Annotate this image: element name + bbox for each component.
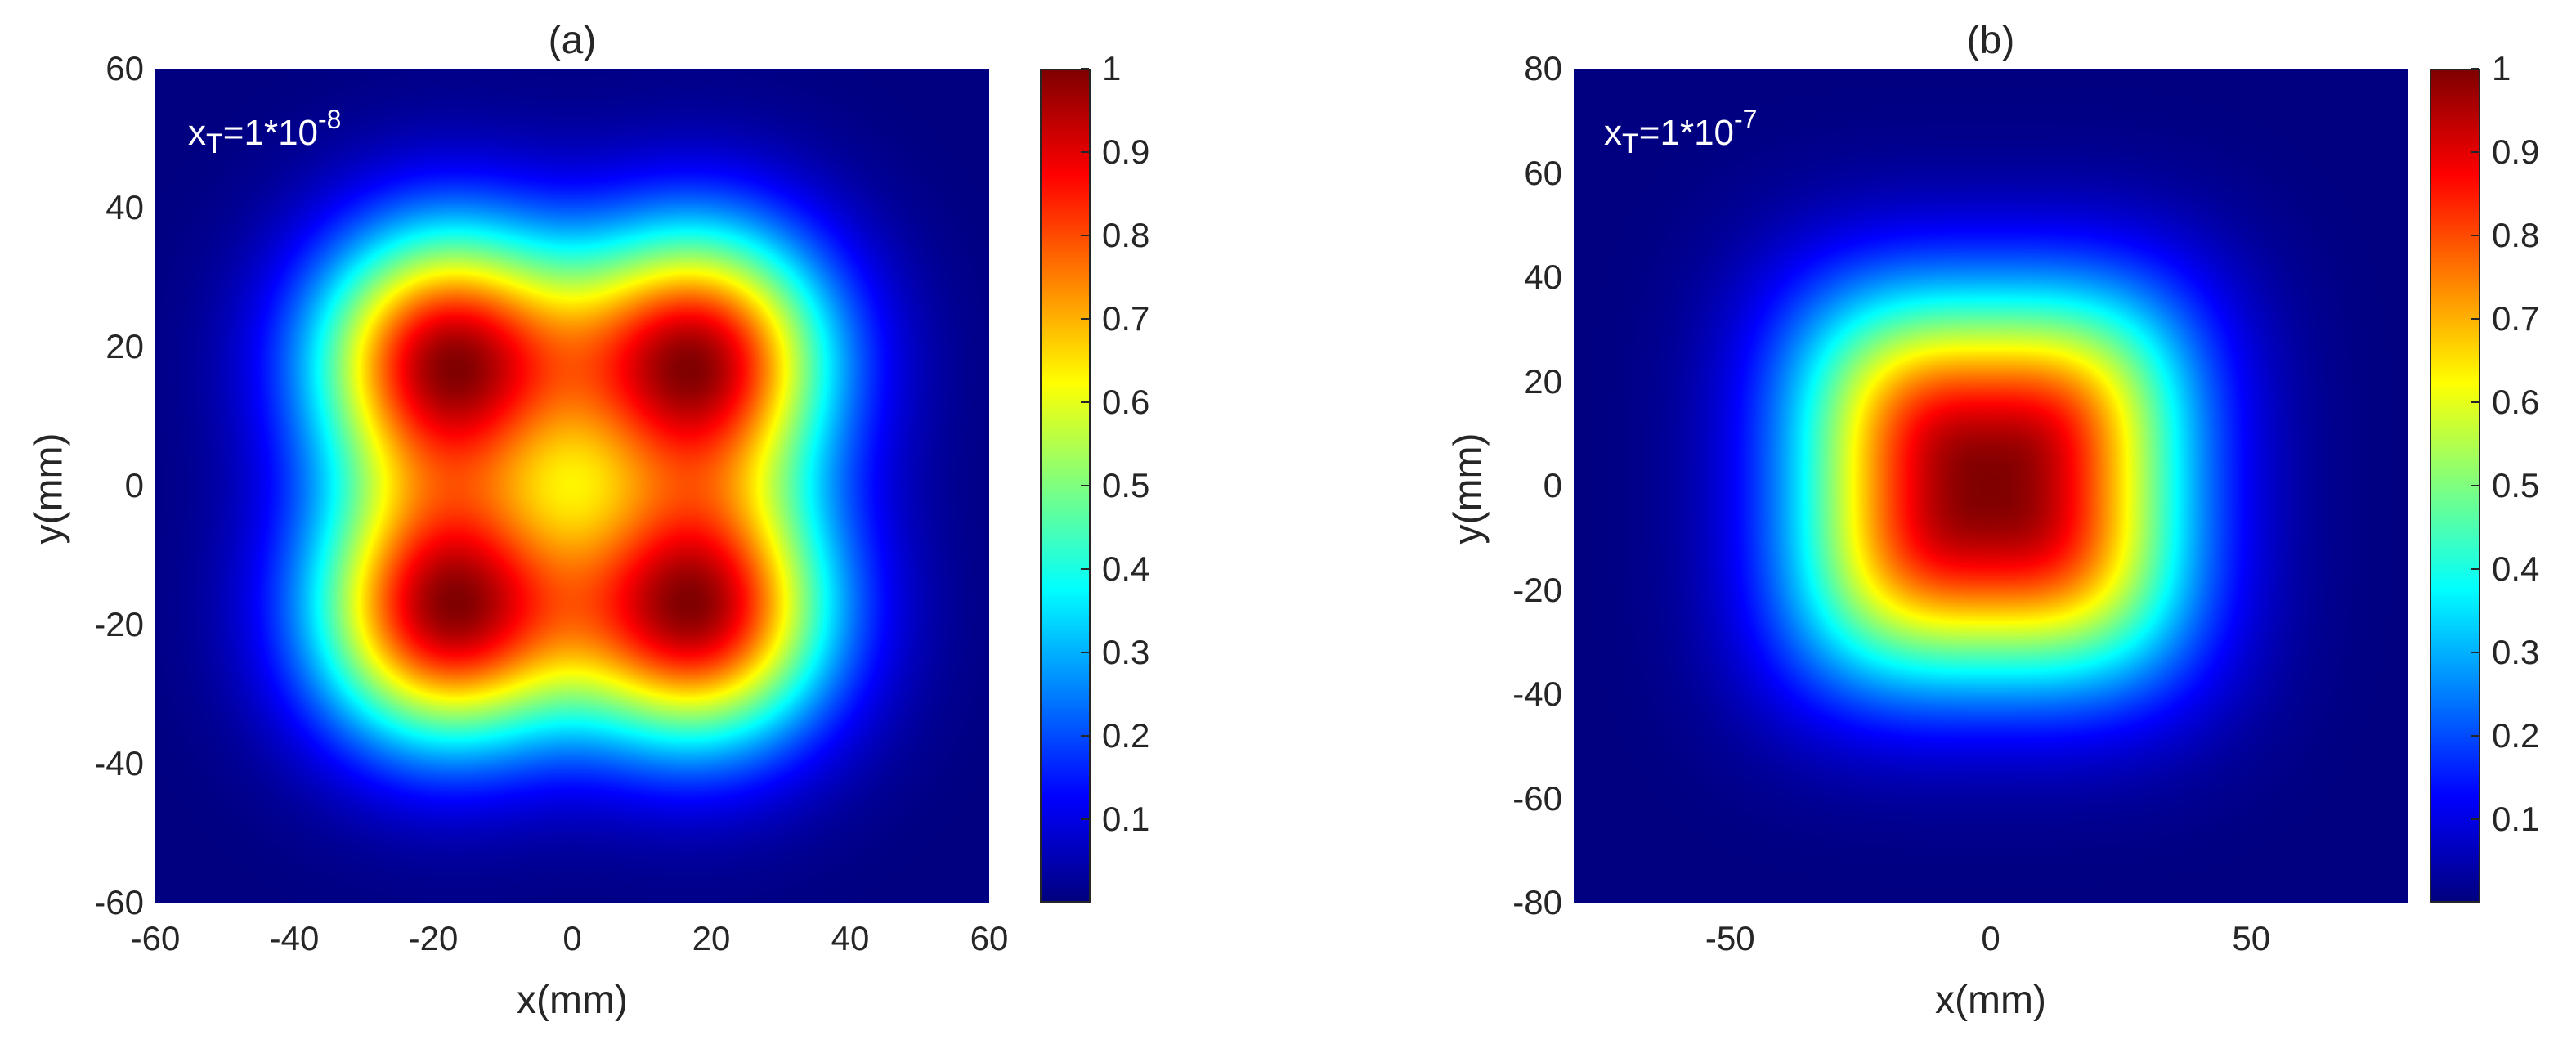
- x-tick-label: 0: [1981, 919, 2000, 957]
- panel-title-a: (a): [548, 19, 597, 62]
- y-axis-label-a: y(mm): [27, 433, 71, 545]
- colorbar-tick-mark: [1081, 235, 1089, 236]
- x-tick-label: 0: [562, 919, 582, 957]
- y-tick-label: 40: [105, 188, 144, 226]
- x-tick-label: -50: [1705, 919, 1755, 957]
- colorbar-tick-label: 0.2: [2492, 716, 2540, 755]
- colorbar-tick-label: 0.3: [2492, 633, 2540, 671]
- y-tick-label: -20: [1512, 570, 1562, 609]
- colorbar-tick-mark: [2471, 818, 2479, 820]
- heatmap-a: [155, 69, 989, 903]
- colorbar-tick-label: 0.5: [1102, 466, 1150, 504]
- colorbar-tick-mark: [1081, 818, 1089, 820]
- annotation-b-base: x: [1604, 113, 1622, 153]
- colorbar-tick-mark: [1081, 735, 1089, 737]
- x-axis-label-a: x(mm): [517, 979, 628, 1022]
- annotation-a-text: =1*10: [222, 113, 319, 153]
- y-tick-label: -40: [94, 744, 144, 782]
- colorbar-tick-label: 0.2: [1102, 716, 1150, 755]
- colorbar-tick-label: 0.9: [2492, 132, 2540, 171]
- colorbar-tick-label: 0.7: [2492, 299, 2540, 338]
- annotation-b-sup: -7: [1734, 105, 1758, 134]
- annotation-a-base: x: [188, 113, 206, 153]
- colorbar-tick-label: 0.9: [1102, 132, 1150, 171]
- colorbar-tick-label: 0.6: [1102, 383, 1150, 421]
- y-tick-label: 60: [105, 49, 144, 87]
- colorbar-tick-label: 0.8: [2492, 216, 2540, 254]
- y-tick-label: 80: [1524, 49, 1562, 87]
- panel-title-b: (b): [1966, 19, 2015, 62]
- colorbar-tick-label: 0.6: [2492, 383, 2540, 421]
- x-tick-label: 50: [2232, 919, 2271, 957]
- y-tick-label: -60: [94, 883, 144, 921]
- plot-area-a: [155, 69, 989, 903]
- annotation-a: xT=1*10-8: [188, 105, 341, 160]
- annotation-a-sub: T: [206, 128, 223, 159]
- colorbar-tick-label: 1: [2492, 49, 2511, 87]
- colorbar-tick-label: 0.5: [2492, 466, 2540, 504]
- annotation-b: xT=1*10-7: [1604, 105, 1757, 160]
- colorbar-tick-mark: [2471, 401, 2479, 403]
- x-tick-label: -40: [269, 919, 320, 957]
- x-axis-label-b: x(mm): [1935, 979, 2046, 1022]
- y-tick-label: 40: [1524, 258, 1562, 296]
- colorbar-tick-mark: [1081, 151, 1089, 153]
- colorbar-tick-label: 0.4: [1102, 549, 1150, 588]
- colorbar-tick-mark: [2471, 235, 2479, 236]
- colorbar-tick-mark: [1081, 401, 1089, 403]
- colorbar-tick-mark: [2471, 318, 2479, 320]
- y-tick-label: 60: [1524, 153, 1562, 192]
- y-tick-label: -60: [1512, 778, 1562, 818]
- colorbar-tick-label: 0.3: [1102, 633, 1150, 671]
- colorbar-tick-mark: [1081, 68, 1089, 69]
- annotation-a-sup: -8: [318, 105, 342, 134]
- colorbar-tick-label: 0.4: [2492, 549, 2540, 588]
- heatmap-b: [1574, 69, 2408, 903]
- colorbar-tick-mark: [2471, 151, 2479, 153]
- colorbar-tick-label: 0.1: [2492, 800, 2540, 838]
- y-tick-label: 0: [1543, 466, 1562, 504]
- colorbar-tick-mark: [1081, 568, 1089, 570]
- colorbar-tick-mark: [2471, 568, 2479, 570]
- x-tick-label: 40: [831, 919, 870, 957]
- colorbar-tick-label: 1: [1102, 49, 1122, 87]
- x-tick-label: -20: [408, 919, 459, 957]
- colorbar-tick-mark: [1081, 485, 1089, 486]
- y-tick-label: -80: [1512, 883, 1562, 921]
- colorbar-tick-mark: [1081, 652, 1089, 653]
- x-tick-label: 20: [692, 919, 731, 957]
- y-tick-label: 20: [1524, 361, 1562, 401]
- annotation-b-text: =1*10: [1638, 113, 1735, 153]
- colorbar-tick-mark: [1081, 318, 1089, 320]
- y-axis-label-b: y(mm): [1446, 433, 1490, 545]
- colorbar-tick-mark: [2471, 68, 2479, 69]
- colorbar-a: [1040, 69, 1091, 903]
- colorbar-tick-mark: [2471, 735, 2479, 737]
- x-tick-label: -60: [130, 919, 181, 957]
- x-tick-label: 60: [970, 919, 1009, 957]
- colorbar-tick-label: 0.7: [1102, 299, 1150, 338]
- colorbar-tick-mark: [2471, 652, 2479, 653]
- y-tick-label: 0: [124, 466, 144, 504]
- y-tick-label: -20: [94, 605, 144, 643]
- colorbar-tick-mark: [2471, 485, 2479, 486]
- y-tick-label: 20: [105, 327, 144, 365]
- plot-area-b: [1574, 69, 2408, 903]
- colorbar-tick-label: 0.8: [1102, 216, 1150, 254]
- annotation-b-sub: T: [1622, 128, 1639, 159]
- colorbar-tick-label: 0.1: [1102, 800, 1150, 838]
- y-tick-label: -40: [1512, 675, 1562, 713]
